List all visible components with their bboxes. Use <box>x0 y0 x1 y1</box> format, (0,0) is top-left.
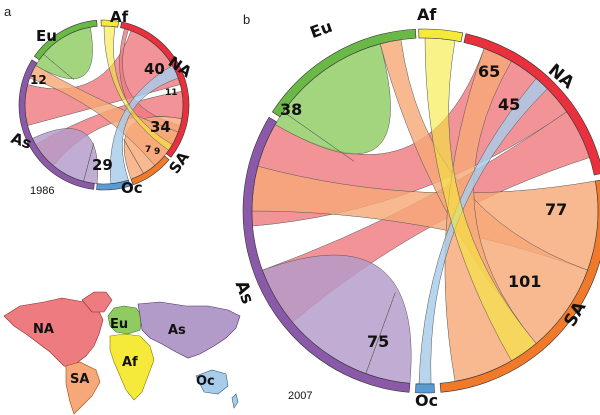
panel-b-value-101: 101 <box>508 272 541 291</box>
map-north-america <box>3 297 104 369</box>
panel-a-label-af: Af <box>110 8 129 26</box>
map-label-oc: Oc <box>196 374 215 389</box>
panel-b-year: 2007 <box>288 390 312 402</box>
panel-a-value-7: 7 <box>145 145 151 155</box>
panel-a-value-11: 11 <box>165 88 178 98</box>
panel-a-value-12: 12 <box>30 73 47 87</box>
panel-a-year: 1986 <box>30 185 54 197</box>
map-new-zealand <box>231 393 239 409</box>
map-africa <box>109 333 155 401</box>
panel-b-label-af: Af <box>417 5 437 24</box>
panel-b-chord-diagram: b Eu Af NA As SA Oc 38 65 45 77 101 75 2… <box>231 5 600 410</box>
map-label-eu: Eu <box>110 317 128 332</box>
panel-a-arc-oc <box>96 179 131 191</box>
panel-a-arc-af <box>100 19 120 28</box>
panel-a-value-9: 9 <box>154 147 160 157</box>
panel-a-value-40: 40 <box>144 60 165 78</box>
map-label-as: As <box>168 323 186 338</box>
panel-b-label-eu: Eu <box>307 17 334 42</box>
panel-a-region-arcs <box>18 19 190 191</box>
panel-a-arc-na <box>120 21 190 158</box>
panel-a-value-29: 29 <box>92 156 113 174</box>
map-oceania <box>195 369 229 395</box>
panel-b-label-as: As <box>231 278 258 307</box>
panel-a-arc-sa <box>130 155 170 186</box>
map-label-af: Af <box>122 355 138 370</box>
panel-b-arc-na <box>463 33 600 176</box>
panel-b-chords <box>251 37 599 385</box>
map-south-america <box>65 361 101 415</box>
panel-a-label-as: As <box>9 129 35 153</box>
panel-a-arc-as <box>18 59 95 190</box>
panel-b-label-oc: Oc <box>415 391 438 410</box>
panel-b-value-65: 65 <box>478 62 500 81</box>
map-greenland <box>81 291 113 313</box>
panel-b-value-45: 45 <box>498 95 520 114</box>
panel-b-letter: b <box>243 12 250 27</box>
panel-b-value-75: 75 <box>367 332 389 351</box>
panel-a-arc-eu <box>33 19 98 61</box>
panel-a-label-oc: Oc <box>121 179 143 197</box>
panel-b-value-77: 77 <box>545 200 567 219</box>
panel-b-arc-af <box>418 28 464 43</box>
panel-b-arc-sa <box>439 179 600 393</box>
map-label-na: NA <box>33 322 54 337</box>
panel-b-arc-eu <box>271 28 417 118</box>
panel-a-letter: a <box>4 4 12 19</box>
panel-a-value-34: 34 <box>150 118 171 136</box>
panel-a-chord-diagram: a Eu Af NA As SA Oc 40 12 11 34 7 9 29 1… <box>4 4 195 197</box>
world-region-map: NA Eu As Af SA Oc <box>3 291 241 415</box>
panel-a-chords <box>24 25 184 184</box>
panel-b-region-arcs <box>242 28 600 394</box>
map-label-sa: SA <box>70 372 89 387</box>
map-asia <box>137 301 241 359</box>
panel-b-value-38: 38 <box>280 100 302 119</box>
panel-b-arc-oc <box>415 383 435 394</box>
panel-a-label-eu: Eu <box>36 27 57 45</box>
panel-b-arc-as <box>242 116 411 393</box>
